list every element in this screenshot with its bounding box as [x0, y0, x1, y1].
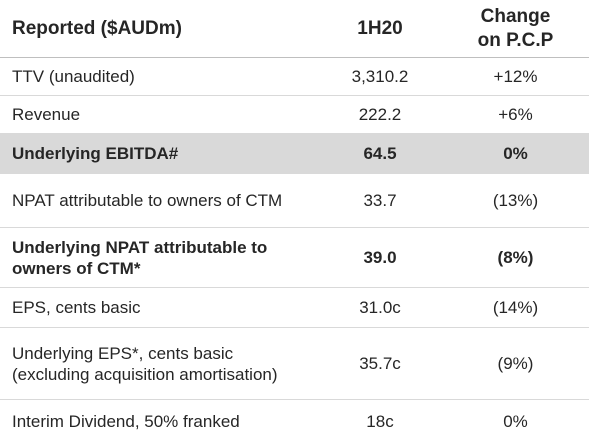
table-row-highlighted: Underlying EBITDA# 64.5 0%: [0, 134, 589, 174]
row-value: 39.0: [363, 248, 397, 267]
row-value: 31.0c: [359, 298, 401, 317]
table-row: Underlying EPS*, cents basic (excluding …: [0, 328, 589, 400]
table-row: Interim Dividend, 50% franked 18c 0%: [0, 400, 589, 442]
row-label: Underlying EPS*, cents basic (excluding …: [12, 343, 278, 384]
row-value: 64.5: [363, 144, 397, 163]
row-change: (13%): [492, 191, 539, 210]
row-change: 0%: [503, 144, 528, 163]
table-header-row: Reported ($AUDm) 1H20 Change on P.C.P: [0, 0, 589, 58]
row-change: +6%: [498, 105, 533, 124]
row-value: 18c: [366, 411, 394, 431]
header-label: Reported ($AUDm): [12, 17, 182, 39]
table-row: Revenue 222.2 +6%: [0, 96, 589, 134]
row-change: 0%: [503, 411, 528, 431]
table-row: TTV (unaudited) 3,310.2 +12%: [0, 58, 589, 96]
row-label: EPS, cents basic: [12, 298, 141, 317]
row-label: TTV (unaudited): [12, 67, 135, 86]
row-change: +12%: [493, 67, 538, 86]
row-label: Interim Dividend, 50% franked: [12, 411, 240, 431]
row-change: (14%): [492, 298, 539, 317]
table-row: NPAT attributable to owners of CTM 33.7 …: [0, 174, 589, 228]
row-change: (8%): [497, 248, 534, 267]
row-value: 3,310.2: [351, 67, 409, 86]
row-value: 222.2: [358, 105, 402, 124]
table-row: Underlying NPAT attributable to owners o…: [0, 228, 589, 288]
header-period: 1H20: [357, 17, 403, 39]
header-change: Change on P.C.P: [477, 5, 554, 51]
row-label: Underlying EBITDA#: [12, 144, 179, 163]
row-value: 33.7: [363, 191, 397, 210]
row-value: 35.7c: [359, 354, 401, 373]
row-change: (9%): [497, 354, 534, 373]
row-label: Revenue: [12, 105, 81, 124]
row-label: NPAT attributable to owners of CTM: [12, 191, 283, 210]
row-label: Underlying NPAT attributable to owners o…: [12, 237, 268, 278]
table-row: EPS, cents basic 31.0c (14%): [0, 288, 589, 328]
